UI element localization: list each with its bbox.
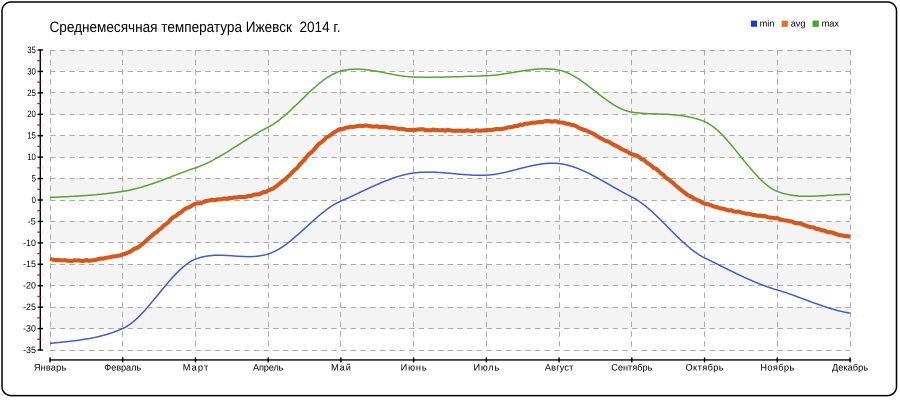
svg-text:Август: Август bbox=[545, 363, 574, 373]
svg-text:35: 35 bbox=[27, 45, 36, 55]
svg-text:Февраль: Февраль bbox=[104, 363, 141, 373]
svg-text:max: max bbox=[822, 19, 840, 29]
svg-text:Март: Март bbox=[183, 363, 209, 373]
svg-text:-25: -25 bbox=[23, 302, 36, 312]
svg-text:25: 25 bbox=[27, 88, 36, 98]
svg-text:0: 0 bbox=[32, 195, 36, 205]
svg-text:Июнь: Июнь bbox=[401, 363, 427, 373]
svg-text:avg: avg bbox=[791, 19, 806, 29]
svg-text:-10: -10 bbox=[23, 238, 36, 248]
svg-text:5: 5 bbox=[32, 173, 36, 183]
svg-text:-20: -20 bbox=[23, 281, 36, 291]
svg-text:10: 10 bbox=[27, 152, 36, 162]
svg-text:-15: -15 bbox=[23, 259, 36, 269]
svg-text:-35: -35 bbox=[23, 345, 36, 355]
svg-text:Май: Май bbox=[331, 363, 351, 373]
svg-text:Январь: Январь bbox=[34, 363, 67, 373]
svg-text:Октябрь: Октябрь bbox=[686, 363, 724, 373]
svg-text:Декабрь: Декабрь bbox=[832, 363, 868, 373]
svg-text:-5: -5 bbox=[28, 216, 36, 226]
svg-text:Апрель: Апрель bbox=[253, 363, 284, 373]
svg-text:20: 20 bbox=[27, 109, 36, 119]
svg-text:Сентябрь: Сентябрь bbox=[611, 363, 652, 373]
svg-text:Среднемесячная температура Иже: Среднемесячная температура Ижевск 2014 г… bbox=[50, 19, 341, 36]
svg-text:Июль: Июль bbox=[474, 363, 500, 373]
svg-text:-30: -30 bbox=[23, 323, 36, 333]
svg-text:Ноябрь: Ноябрь bbox=[760, 363, 794, 373]
svg-text:30: 30 bbox=[27, 66, 36, 76]
svg-text:15: 15 bbox=[27, 131, 36, 141]
svg-text:min: min bbox=[760, 19, 775, 29]
